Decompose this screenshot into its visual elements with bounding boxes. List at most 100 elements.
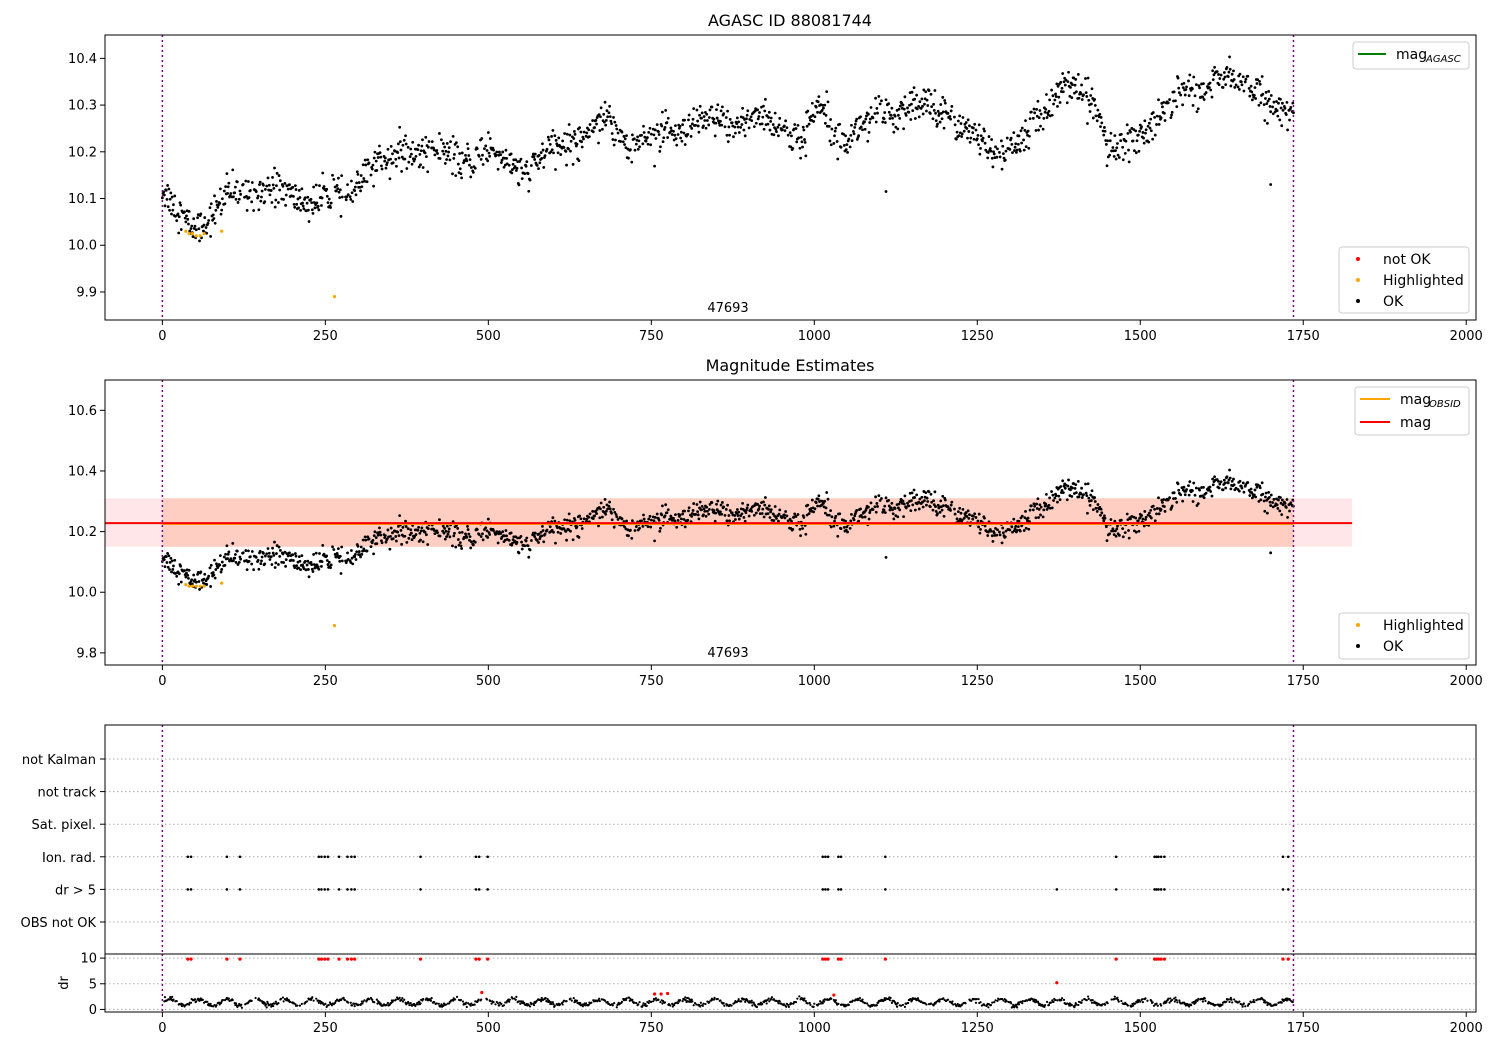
ok-point [168,197,172,201]
ok-point [306,559,310,563]
ok-point [468,163,471,167]
ok-point [1052,499,1055,502]
ok-point [958,114,962,118]
ok-point [203,216,207,219]
dr-point [951,1000,954,1003]
ok-point [710,501,714,504]
ok-point [660,110,664,114]
flag-point [1153,855,1156,859]
ok-point [902,502,906,506]
ok-point [540,534,544,538]
ok-point [485,149,489,152]
ok-point [719,510,722,514]
ok-point [874,495,877,499]
flag-point [1286,888,1290,891]
ok-point [227,550,231,554]
ok-point [697,130,701,134]
ok-point [694,513,698,516]
ok-point [353,555,357,559]
dr-point [289,1000,292,1003]
ok-point [486,536,490,539]
ok-point [282,561,286,564]
ok-point [1024,526,1028,530]
ok-point [1264,90,1268,94]
ok-point [1258,486,1262,490]
ok-point [704,126,708,130]
ok-point [172,564,175,568]
dr-point [598,997,601,1000]
ok-point [1010,143,1014,146]
ok-point [1012,131,1016,135]
ok-point [1103,129,1107,133]
ok-point [1185,488,1188,491]
ok-point [176,212,180,216]
ok-point [934,111,937,115]
ok-point [577,159,581,163]
x-tick-label: 1250 [961,1021,994,1036]
ok-point [207,219,211,222]
ok-point [959,511,963,515]
ok-point [715,502,718,506]
ok-point [1099,115,1103,119]
ok-point [901,103,905,107]
ok-point [679,130,683,134]
ok-point [979,527,982,531]
ok-point [968,140,972,144]
ok-point [949,503,953,507]
ok-point [335,189,338,193]
ok-point [968,124,971,128]
ok-point [960,132,964,136]
x-tick-label: 250 [313,329,338,344]
ok-point [466,147,470,151]
ok-point [190,224,194,228]
flag-point [884,888,887,891]
flag-point [1281,888,1285,891]
dr-large-point [326,957,330,961]
highlighted-point [190,231,194,236]
ok-point [873,112,877,115]
ok-point [167,187,171,191]
ok-point [416,528,420,532]
ok-point [1020,126,1024,130]
ok-point [410,538,414,542]
ok-point [773,111,777,115]
ok-point [567,123,571,126]
ok-point [883,121,887,124]
ok-point [939,103,943,106]
ok-point [961,507,965,511]
ok-point [361,538,365,542]
ok-point [1144,518,1147,521]
ok-point [488,533,492,536]
ok-point [967,130,971,133]
ok-point [1127,160,1131,164]
ok-point [778,116,782,120]
ok-point [768,516,772,519]
ok-point [995,155,999,159]
ok-point [179,564,183,568]
ok-point [850,512,853,516]
ok-point [346,183,349,186]
dr-point [1045,1000,1049,1004]
dr-point [671,1005,674,1008]
ok-point [925,98,929,102]
dr-point [684,996,687,999]
ok-point [270,201,274,204]
ok-point [941,504,945,508]
ok-point [1108,532,1112,536]
ok-point [166,184,169,187]
ok-point [838,122,842,126]
ok-point [1138,129,1142,133]
ok-point [505,534,508,538]
ok-point [424,533,428,537]
ok-point [278,188,282,192]
ok-point [953,123,957,127]
ok-point [987,135,991,138]
ok-point [867,112,870,116]
ok-point [320,565,323,568]
legend-label: Highlighted [1383,618,1464,634]
ok-point [1087,98,1091,102]
ok-point [747,514,751,518]
ok-point [810,101,814,105]
ok-point [1015,148,1019,152]
ok-point [1059,80,1063,84]
